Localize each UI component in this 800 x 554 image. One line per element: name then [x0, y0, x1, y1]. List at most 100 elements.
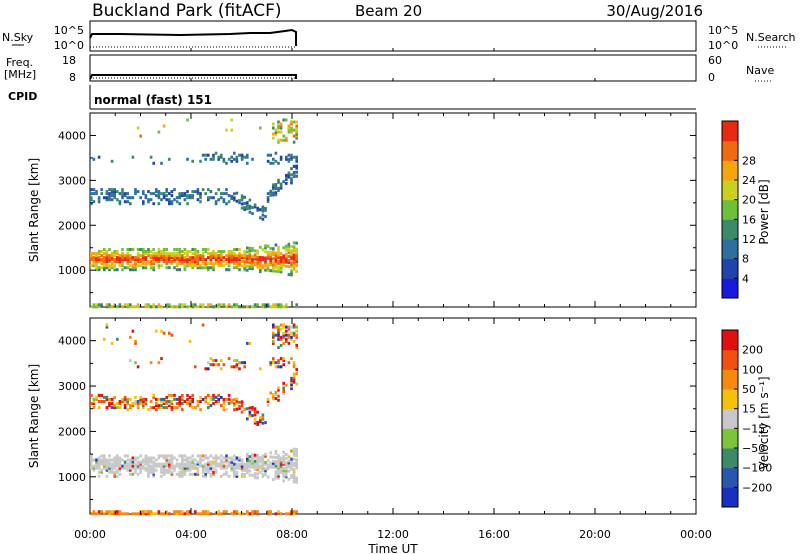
range-cell — [105, 196, 109, 200]
range-cell — [227, 200, 231, 204]
range-cell — [108, 454, 111, 458]
range-cell — [227, 456, 231, 460]
range-cell — [285, 118, 288, 122]
range-cell — [196, 404, 200, 408]
range-cell — [165, 400, 168, 403]
range-cell — [277, 327, 280, 331]
range-cell — [290, 331, 293, 335]
range-cell — [162, 454, 166, 458]
range-cell — [222, 260, 226, 264]
x-tick-label: 12:00 — [377, 528, 409, 541]
range-cell — [207, 456, 210, 460]
range-cell — [246, 155, 249, 159]
freq-trace — [89, 74, 297, 80]
range-cell — [131, 472, 135, 476]
range-cell — [295, 464, 298, 468]
range-cell — [204, 395, 207, 399]
range-cell — [253, 417, 257, 421]
range-cell — [214, 202, 218, 206]
range-cell — [272, 361, 275, 365]
range-cell — [181, 464, 184, 468]
range-cell — [183, 260, 187, 264]
range-cell — [207, 252, 210, 256]
range-cell — [165, 395, 168, 399]
range-cell — [207, 262, 210, 266]
range-cell — [191, 305, 194, 309]
range-cell — [209, 512, 213, 516]
range-cell — [147, 200, 150, 204]
range-cell — [95, 397, 98, 401]
range-cell — [279, 456, 283, 460]
range-cell — [287, 465, 291, 469]
range-cell — [295, 346, 298, 349]
range-cell — [121, 458, 124, 462]
range-cell — [207, 256, 210, 260]
range-cell — [126, 400, 129, 403]
range-cell — [105, 406, 109, 410]
range-cell — [240, 458, 244, 462]
range-cell — [227, 254, 231, 258]
range-cell — [259, 466, 262, 470]
range-cell — [168, 464, 171, 468]
range-cell — [149, 460, 153, 464]
range-cell — [253, 472, 257, 476]
range-cell — [285, 463, 288, 467]
range-cell — [144, 196, 148, 200]
range-cell — [233, 254, 236, 258]
range-cell — [194, 190, 197, 194]
range-cell — [243, 207, 246, 211]
range-cell — [261, 466, 265, 470]
range-cell — [188, 258, 192, 262]
range-cell — [162, 464, 166, 468]
range-cell — [103, 400, 106, 403]
range-cell — [248, 256, 252, 260]
range-cell — [238, 407, 241, 410]
range-cell — [108, 462, 111, 466]
range-cell — [233, 192, 236, 196]
range-cell — [103, 258, 106, 262]
range-cell — [235, 305, 239, 309]
range-cell — [204, 266, 207, 270]
range-cell — [90, 393, 93, 397]
range-cell — [217, 464, 220, 468]
range-cell — [170, 460, 174, 464]
range-cell — [100, 188, 103, 192]
range-cell — [266, 254, 270, 258]
range-cell — [279, 157, 283, 161]
range-cell — [272, 249, 275, 253]
colorbar-swatch — [722, 121, 738, 142]
range-cell — [279, 155, 283, 159]
range-cell — [248, 465, 252, 469]
range-cell — [136, 466, 140, 470]
range-cell — [134, 266, 137, 270]
range-cell — [264, 250, 267, 254]
range-cell — [116, 454, 119, 458]
range-cell — [256, 510, 259, 514]
range-cell — [274, 187, 278, 191]
range-cell — [110, 458, 114, 462]
range-cell — [142, 258, 145, 262]
range-cell — [295, 166, 298, 170]
range-cell — [274, 390, 278, 394]
range-cell — [175, 397, 179, 401]
range-cell — [264, 268, 267, 272]
range-cell — [272, 136, 275, 140]
range-cell — [155, 305, 158, 309]
range-cell — [225, 262, 228, 266]
range-cell — [290, 273, 293, 277]
range-cell — [105, 190, 109, 194]
range-cell — [142, 458, 145, 462]
range-cell — [142, 397, 145, 401]
range-cell — [272, 397, 275, 401]
range-cell — [233, 258, 236, 262]
range-cell — [204, 400, 207, 403]
range-cell — [272, 465, 275, 469]
range-cell — [113, 258, 116, 262]
range-cell — [160, 406, 163, 410]
range-cell — [199, 400, 202, 403]
range-cell — [266, 198, 270, 202]
range-cell — [274, 303, 278, 307]
range-cell — [295, 247, 298, 251]
range-cell — [295, 155, 298, 159]
